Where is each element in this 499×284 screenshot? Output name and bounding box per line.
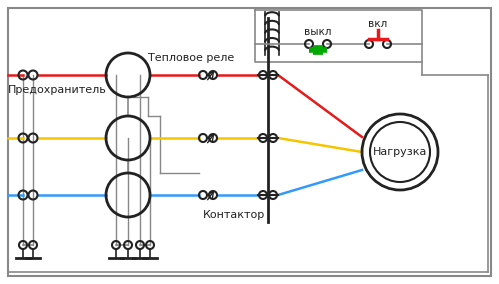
- Text: Нагрузка: Нагрузка: [373, 147, 427, 157]
- Text: Контактор: Контактор: [203, 210, 265, 220]
- Text: выкл: выкл: [304, 27, 332, 37]
- Text: Тепловое реле: Тепловое реле: [148, 53, 234, 63]
- Text: Предохранитель: Предохранитель: [8, 85, 107, 95]
- Text: вкл: вкл: [368, 19, 388, 29]
